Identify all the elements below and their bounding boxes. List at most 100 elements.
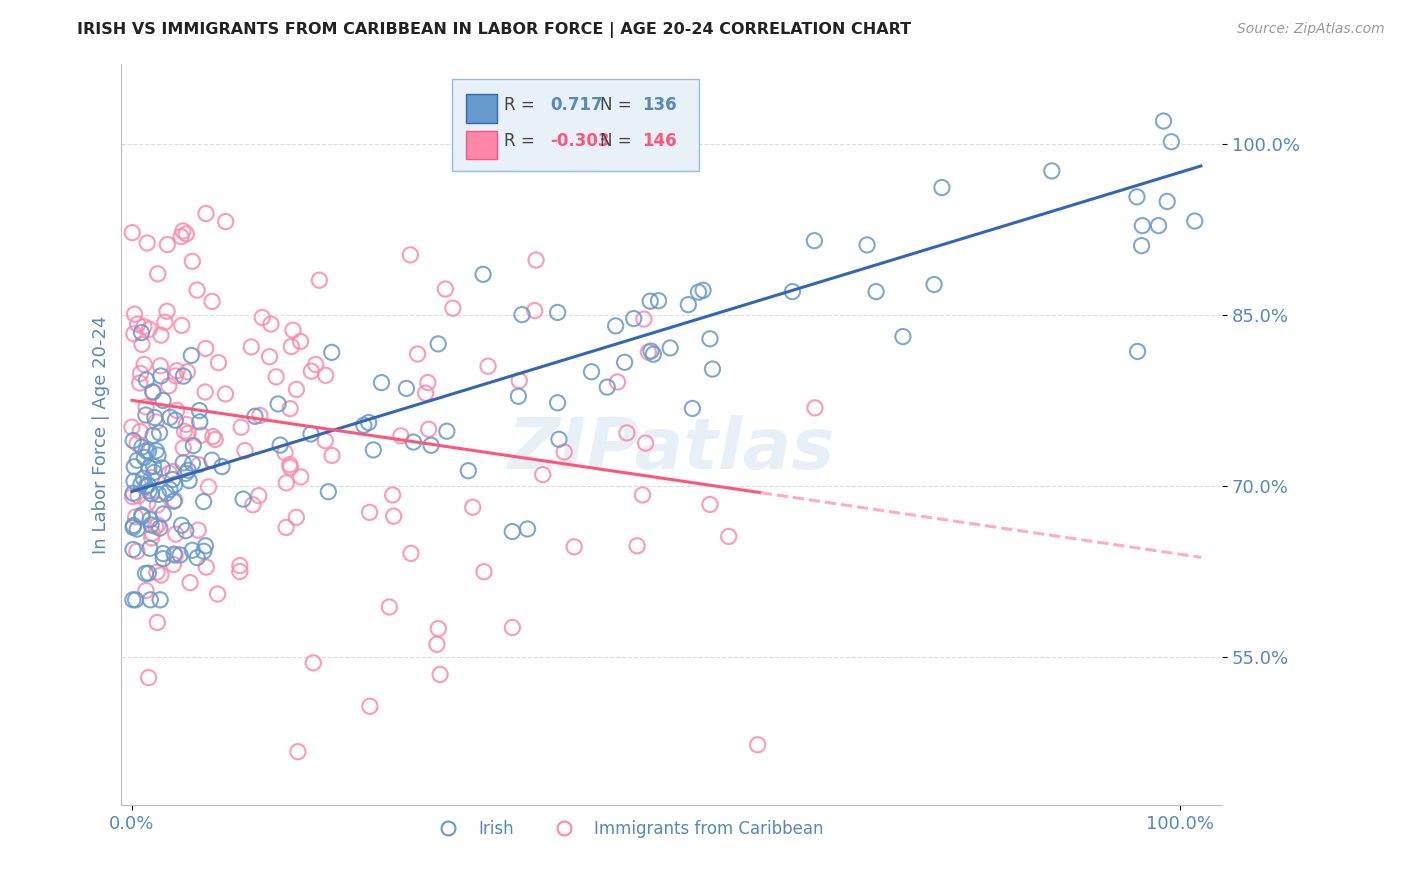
Text: IRISH VS IMMIGRANTS FROM CARIBBEAN IN LABOR FORCE | AGE 20-24 CORRELATION CHART: IRISH VS IMMIGRANTS FROM CARIBBEAN IN LA…	[77, 22, 911, 38]
Point	[146, 565, 169, 579]
Point	[207, 356, 229, 370]
Point	[299, 364, 322, 378]
Point	[136, 235, 159, 250]
Point	[865, 285, 887, 299]
Point	[211, 459, 233, 474]
Point	[378, 599, 401, 614]
Point	[152, 547, 174, 561]
Point	[135, 479, 157, 493]
Point	[427, 622, 450, 636]
Text: -0.303: -0.303	[551, 132, 610, 150]
Point	[278, 401, 301, 416]
Point	[547, 305, 569, 319]
Point	[699, 498, 721, 512]
Point	[699, 332, 721, 346]
Text: N =: N =	[600, 95, 631, 114]
Point	[121, 420, 143, 434]
Point	[204, 433, 226, 447]
Point	[287, 745, 309, 759]
Point	[631, 488, 654, 502]
Point	[242, 498, 264, 512]
Point	[678, 298, 700, 312]
Point	[138, 322, 160, 336]
Point	[142, 428, 165, 442]
Point	[145, 519, 167, 533]
Point	[931, 180, 953, 194]
Point	[640, 344, 662, 359]
Point	[174, 467, 197, 481]
Point	[138, 444, 160, 458]
Point	[247, 489, 270, 503]
Point	[252, 310, 274, 325]
Text: 0.717: 0.717	[551, 95, 603, 114]
Point	[457, 464, 479, 478]
Point	[524, 253, 547, 268]
Point	[1160, 135, 1182, 149]
Point	[180, 348, 202, 362]
Point	[281, 323, 304, 337]
Point	[637, 345, 659, 359]
Point	[138, 566, 160, 581]
Point	[274, 445, 297, 459]
Point	[143, 466, 166, 480]
Point	[804, 401, 827, 415]
Point	[162, 473, 184, 487]
Point	[141, 531, 163, 545]
Point	[197, 480, 219, 494]
Point	[149, 521, 172, 535]
Point	[139, 592, 162, 607]
Point	[181, 457, 204, 471]
Point	[188, 403, 211, 417]
Point	[194, 206, 217, 220]
Point	[132, 471, 155, 485]
Text: 146: 146	[643, 132, 676, 150]
Bar	[465, 95, 496, 122]
Point	[131, 509, 153, 524]
Point	[149, 592, 172, 607]
Point	[186, 550, 208, 565]
Point	[305, 358, 328, 372]
Point	[201, 429, 224, 443]
Point	[290, 470, 312, 484]
Point	[605, 318, 627, 333]
Point	[194, 342, 217, 356]
Point	[418, 422, 440, 436]
Point	[634, 436, 657, 450]
Point	[389, 429, 412, 443]
Point	[501, 524, 523, 539]
Point	[125, 544, 148, 558]
Point	[302, 656, 325, 670]
Point	[176, 365, 198, 379]
Point	[149, 359, 172, 373]
Text: N =: N =	[600, 132, 631, 150]
Point	[321, 449, 343, 463]
Point	[1153, 114, 1175, 128]
Point	[176, 417, 198, 432]
Point	[623, 311, 645, 326]
Point	[166, 403, 188, 417]
Point	[308, 273, 330, 287]
FancyBboxPatch shape	[451, 78, 699, 171]
Point	[267, 397, 290, 411]
Point	[190, 428, 212, 442]
Point	[643, 347, 665, 361]
Point	[165, 527, 187, 541]
Point	[122, 326, 145, 341]
Point	[531, 467, 554, 482]
Point	[195, 560, 218, 574]
Point	[124, 592, 146, 607]
Point	[1130, 219, 1153, 233]
Point	[129, 367, 152, 381]
Point	[141, 487, 163, 501]
Point	[1126, 344, 1149, 359]
Point	[142, 384, 165, 399]
Point	[215, 214, 238, 228]
Point	[172, 224, 194, 238]
Point	[357, 416, 380, 430]
Point	[152, 393, 174, 408]
Point	[596, 380, 619, 394]
Point	[122, 486, 145, 500]
Point	[146, 518, 169, 533]
Point	[155, 486, 177, 500]
Point	[121, 592, 143, 607]
